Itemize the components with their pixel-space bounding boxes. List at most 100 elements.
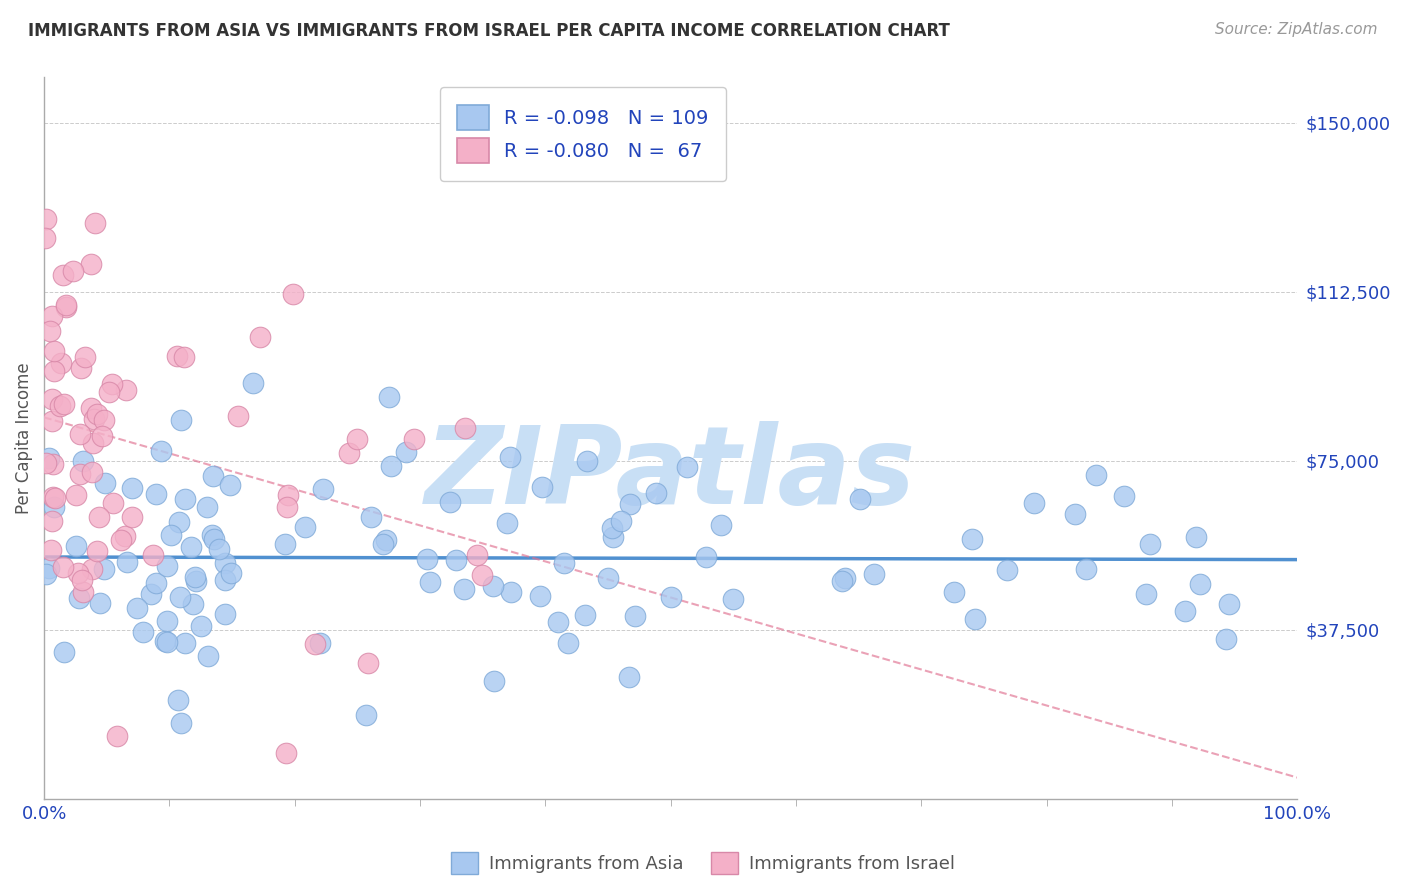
Point	[346, 432, 368, 446]
Point	[834, 571, 856, 585]
Point	[294, 520, 316, 534]
Point	[419, 575, 441, 590]
Point	[52, 268, 75, 283]
Point	[1215, 632, 1237, 647]
Point	[145, 575, 167, 590]
Text: Source: ZipAtlas.com: Source: ZipAtlas.com	[1215, 22, 1378, 37]
Point	[41, 413, 63, 427]
Point	[659, 590, 682, 604]
Point	[596, 571, 619, 585]
Point	[357, 656, 380, 670]
Point	[49, 356, 72, 370]
Point	[42, 343, 65, 358]
Point	[66, 566, 89, 580]
Point	[283, 287, 305, 301]
Point	[34, 566, 56, 581]
Point	[41, 515, 63, 529]
Point	[79, 257, 101, 271]
Point	[69, 467, 91, 481]
Point	[170, 413, 193, 427]
Point	[181, 597, 204, 611]
Point	[553, 556, 575, 570]
Point	[214, 557, 236, 571]
Point	[90, 428, 112, 442]
Point	[156, 634, 179, 648]
Point	[86, 407, 108, 421]
Point	[173, 492, 195, 507]
Point	[34, 456, 56, 470]
Point	[145, 487, 167, 501]
Point	[1084, 468, 1107, 483]
Point	[274, 747, 297, 761]
Point	[89, 509, 111, 524]
Point	[337, 446, 360, 460]
Point	[62, 263, 84, 277]
Point	[82, 435, 104, 450]
Point	[1185, 530, 1208, 544]
Point	[166, 349, 188, 363]
Point	[617, 670, 640, 684]
Point	[83, 216, 105, 230]
Point	[624, 609, 647, 624]
Point	[378, 390, 401, 404]
Point	[52, 397, 75, 411]
Point	[166, 693, 188, 707]
Point	[101, 496, 124, 510]
Point	[276, 500, 298, 514]
Point	[960, 532, 983, 546]
Point	[308, 636, 330, 650]
Point	[125, 600, 148, 615]
Point	[73, 350, 96, 364]
Point	[121, 481, 143, 495]
Point	[201, 468, 224, 483]
Point	[242, 376, 264, 391]
Legend: R = -0.098   N = 109, R = -0.080   N =  67: R = -0.098 N = 109, R = -0.080 N = 67	[440, 87, 725, 181]
Point	[416, 552, 439, 566]
Point	[1139, 537, 1161, 551]
Point	[170, 715, 193, 730]
Point	[65, 539, 87, 553]
Point	[1064, 508, 1087, 522]
Point	[41, 392, 63, 406]
Point	[602, 530, 624, 544]
Point	[169, 590, 191, 604]
Point	[997, 563, 1019, 577]
Point	[142, 548, 165, 562]
Point	[1076, 562, 1098, 576]
Point	[380, 458, 402, 473]
Point	[609, 514, 631, 528]
Point	[41, 309, 63, 323]
Point	[710, 518, 733, 533]
Point	[402, 432, 425, 446]
Point	[114, 529, 136, 543]
Point	[38, 561, 60, 575]
Point	[501, 584, 523, 599]
Point	[208, 541, 231, 556]
Point	[86, 544, 108, 558]
Point	[214, 573, 236, 587]
Point	[226, 409, 249, 423]
Point	[446, 553, 468, 567]
Point	[42, 490, 65, 504]
Y-axis label: Per Capita Income: Per Capita Income	[15, 362, 32, 514]
Point	[547, 615, 569, 629]
Point	[149, 444, 172, 458]
Text: IMMIGRANTS FROM ASIA VS IMMIGRANTS FROM ISRAEL PER CAPITA INCOME CORRELATION CHA: IMMIGRANTS FROM ASIA VS IMMIGRANTS FROM …	[28, 22, 950, 40]
Point	[156, 615, 179, 629]
Point	[180, 540, 202, 554]
Point	[360, 510, 382, 524]
Point	[80, 401, 103, 416]
Point	[600, 521, 623, 535]
Point	[575, 454, 598, 468]
Point	[132, 624, 155, 639]
Point	[34, 230, 56, 244]
Point	[197, 648, 219, 663]
Legend: Immigrants from Asia, Immigrants from Israel: Immigrants from Asia, Immigrants from Is…	[443, 843, 963, 883]
Point	[202, 532, 225, 546]
Point	[1218, 597, 1240, 611]
Point	[214, 607, 236, 621]
Point	[160, 528, 183, 542]
Point	[195, 500, 218, 514]
Point	[482, 579, 505, 593]
Point	[1114, 489, 1136, 503]
